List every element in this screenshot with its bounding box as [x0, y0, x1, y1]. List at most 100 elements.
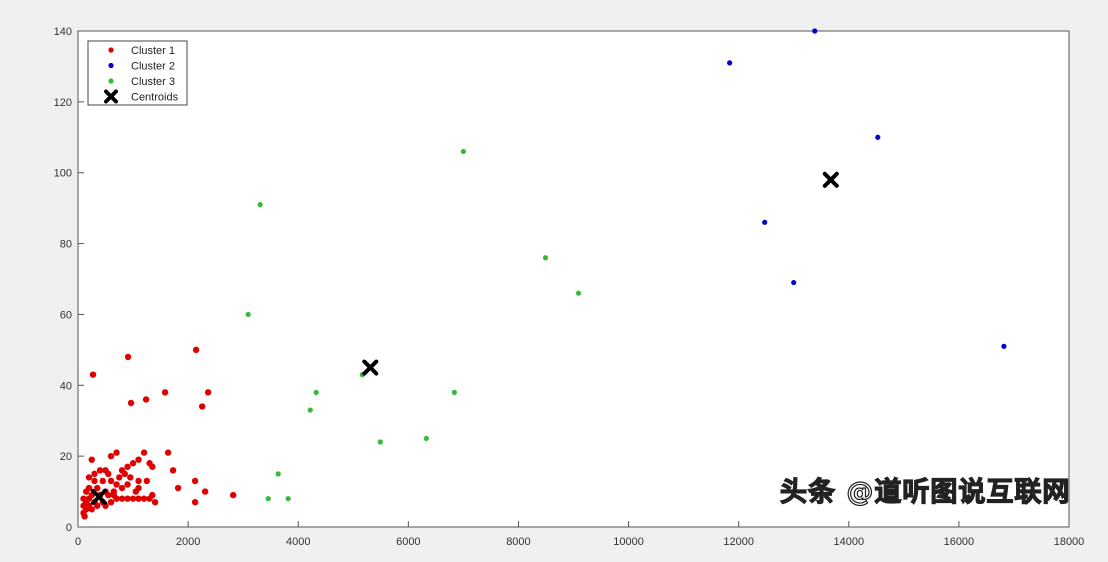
x-tick-label: 6000 [396, 536, 420, 548]
cluster-1-point [124, 481, 131, 488]
cluster-1-point [124, 495, 131, 502]
cluster-3-point [423, 435, 429, 442]
legend-label: Centroids [131, 92, 179, 104]
cluster-3-point [257, 202, 263, 208]
centroid-marker [91, 488, 108, 505]
cluster-1-point [94, 484, 101, 492]
cluster-2-point [1001, 343, 1007, 349]
cluster-3-point [285, 496, 291, 502]
x-tick-label: 16000 [944, 536, 975, 548]
cluster-1-point [201, 488, 209, 495]
y-tick-label: 20 [60, 451, 72, 463]
cluster-1-point [204, 389, 212, 396]
legend-dot-icon [108, 47, 114, 53]
cluster-1-point [135, 456, 142, 463]
cluster-2-point [791, 279, 797, 286]
y-tick-label: 0 [66, 522, 72, 534]
cluster-1-point [89, 371, 97, 378]
legend-dot-icon [108, 78, 114, 84]
cluster-3-point [542, 255, 549, 261]
x-tick-label: 8000 [506, 536, 530, 548]
cluster-1-point [149, 463, 156, 470]
cluster-3-point [575, 290, 582, 296]
cluster-1-point [135, 477, 142, 485]
x-tick-label: 12000 [723, 536, 754, 548]
cluster-1-point [107, 452, 115, 460]
cluster-1-point [85, 495, 93, 502]
cluster-2-point [875, 134, 881, 140]
cluster-1-point [129, 495, 137, 502]
cluster-1-point [132, 488, 140, 495]
cluster-1-point [229, 491, 237, 499]
cluster-1-point [140, 495, 148, 502]
centroid-marker [822, 171, 839, 188]
cluster-3-point [451, 389, 457, 395]
y-tick-label: 120 [54, 97, 72, 109]
x-tick-label: 14000 [833, 536, 864, 548]
legend-centroid-icon [104, 89, 118, 104]
cluster-1-point [94, 502, 101, 509]
y-tick-label: 40 [60, 380, 72, 392]
cluster-1-point [107, 477, 115, 485]
cluster-3-point [460, 148, 466, 155]
cluster-1-point [99, 477, 106, 485]
plot-area [77, 30, 1070, 528]
cluster-1-point [91, 470, 98, 478]
cluster-1-point [107, 499, 115, 506]
cluster-3-point [307, 407, 313, 413]
legend-label: Cluster 1 [131, 45, 175, 57]
cluster-1-point [121, 470, 128, 478]
watermark: 头条 @道听图说互联网 [779, 476, 1071, 508]
cluster-1-point [142, 396, 150, 403]
cluster-1-point [127, 399, 135, 407]
cluster-1-point [110, 491, 117, 499]
x-tick-label: 4000 [286, 536, 310, 548]
cluster-1-point [85, 474, 93, 481]
cluster-2-point [762, 219, 768, 225]
cluster-1-point [88, 506, 95, 513]
cluster-3-point [377, 439, 383, 445]
cluster-3-point [275, 471, 281, 477]
cluster-1-point [129, 460, 137, 467]
cluster-1-point [169, 467, 177, 474]
cluster-3-point [245, 311, 251, 318]
cluster-1-point [191, 477, 199, 485]
y-tick-label: 100 [54, 168, 72, 180]
cluster-1-point [174, 484, 182, 492]
cluster-1-point [191, 499, 199, 506]
legend-dot-icon [108, 62, 114, 69]
cluster-3-point [313, 389, 319, 395]
x-tick-label: 10000 [613, 536, 644, 548]
cluster-1-point [124, 463, 131, 470]
cluster-1-point [140, 449, 148, 456]
y-tick-label: 80 [60, 239, 72, 251]
y-tick-label: 140 [54, 26, 72, 38]
cluster-1-point [118, 484, 126, 492]
cluster-1-point [143, 477, 151, 485]
cluster-1-point [91, 477, 98, 485]
cluster-1-point [116, 474, 123, 481]
cluster-1-point [151, 499, 159, 506]
cluster-2-point [812, 28, 818, 34]
cluster-1-point [96, 467, 104, 474]
cluster-1-point [127, 474, 134, 481]
cluster-1-point [83, 488, 90, 495]
cluster-1-point [164, 449, 172, 456]
cluster-1-point [135, 495, 142, 502]
cluster-1-point [113, 481, 120, 488]
centroid-marker [362, 359, 379, 376]
cluster-1-point [161, 389, 169, 396]
cluster-1-point [113, 449, 120, 456]
legend-box [87, 40, 188, 106]
cluster-1-point [118, 495, 126, 502]
cluster-1-point [105, 491, 112, 499]
cluster-1-point [88, 456, 95, 463]
legend-label: Cluster 3 [131, 76, 175, 88]
legend-label: Cluster 2 [131, 61, 175, 73]
y-tick-label: 60 [60, 309, 72, 321]
x-tick-label: 18000 [1054, 536, 1085, 548]
cluster-1-point [192, 346, 200, 354]
cluster-1-point [81, 513, 88, 520]
x-tick-label: 0 [75, 536, 81, 548]
